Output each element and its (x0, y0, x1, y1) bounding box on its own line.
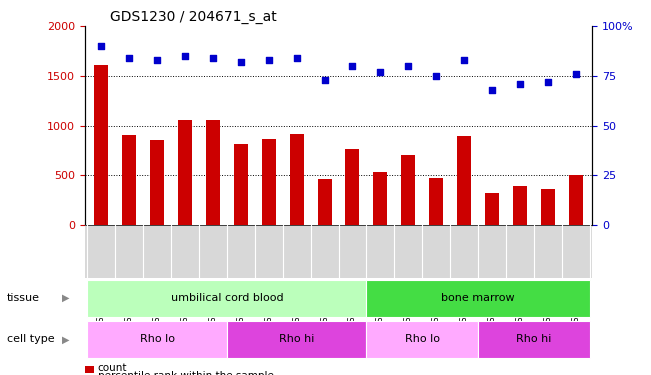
Point (542, 79, 553, 85)
Bar (262, 138, 276, 225)
Text: ▶: ▶ (62, 293, 70, 303)
Bar (401, 155, 415, 225)
Text: bone marrow: bone marrow (441, 293, 515, 303)
Bar (485, 193, 499, 225)
Bar (569, 175, 583, 225)
Bar (367, 321, 478, 358)
Bar (367, 280, 590, 316)
Bar (206, 120, 220, 225)
Point (236, 59, 246, 65)
Point (264, 57, 274, 63)
Bar (234, 144, 248, 225)
Point (487, 87, 497, 93)
Point (347, 63, 357, 69)
Text: count: count (98, 363, 127, 373)
Text: Rho hi: Rho hi (279, 334, 314, 344)
Bar (346, 150, 359, 225)
Point (180, 53, 190, 59)
Bar (122, 135, 136, 225)
Text: tissue: tissue (7, 293, 40, 303)
Text: Rho lo: Rho lo (140, 334, 174, 344)
Text: Rho lo: Rho lo (405, 334, 439, 344)
Text: ▶: ▶ (62, 334, 70, 344)
Point (515, 81, 525, 87)
Bar (87, 321, 227, 358)
Point (431, 73, 441, 79)
Point (124, 55, 135, 61)
Bar (541, 189, 555, 225)
Text: cell type: cell type (7, 334, 54, 344)
Point (152, 57, 162, 63)
Bar (318, 179, 331, 225)
Point (208, 55, 218, 61)
Text: Rho hi: Rho hi (516, 334, 551, 344)
Point (570, 71, 581, 77)
Bar (94, 65, 108, 225)
Bar (374, 172, 387, 225)
Bar (150, 140, 164, 225)
Bar (429, 178, 443, 225)
Point (96, 43, 107, 49)
Bar (290, 134, 303, 225)
Bar (178, 120, 192, 225)
Point (403, 63, 413, 69)
Point (375, 69, 385, 75)
Bar (478, 321, 590, 358)
Point (459, 57, 469, 63)
Text: umbilical cord blood: umbilical cord blood (171, 293, 283, 303)
Bar (87, 280, 367, 316)
Bar (513, 186, 527, 225)
Text: percentile rank within the sample: percentile rank within the sample (98, 371, 273, 375)
Bar (227, 321, 367, 358)
Bar (457, 136, 471, 225)
Point (320, 77, 330, 83)
Text: GDS1230 / 204671_s_at: GDS1230 / 204671_s_at (110, 10, 277, 24)
Point (292, 55, 302, 61)
